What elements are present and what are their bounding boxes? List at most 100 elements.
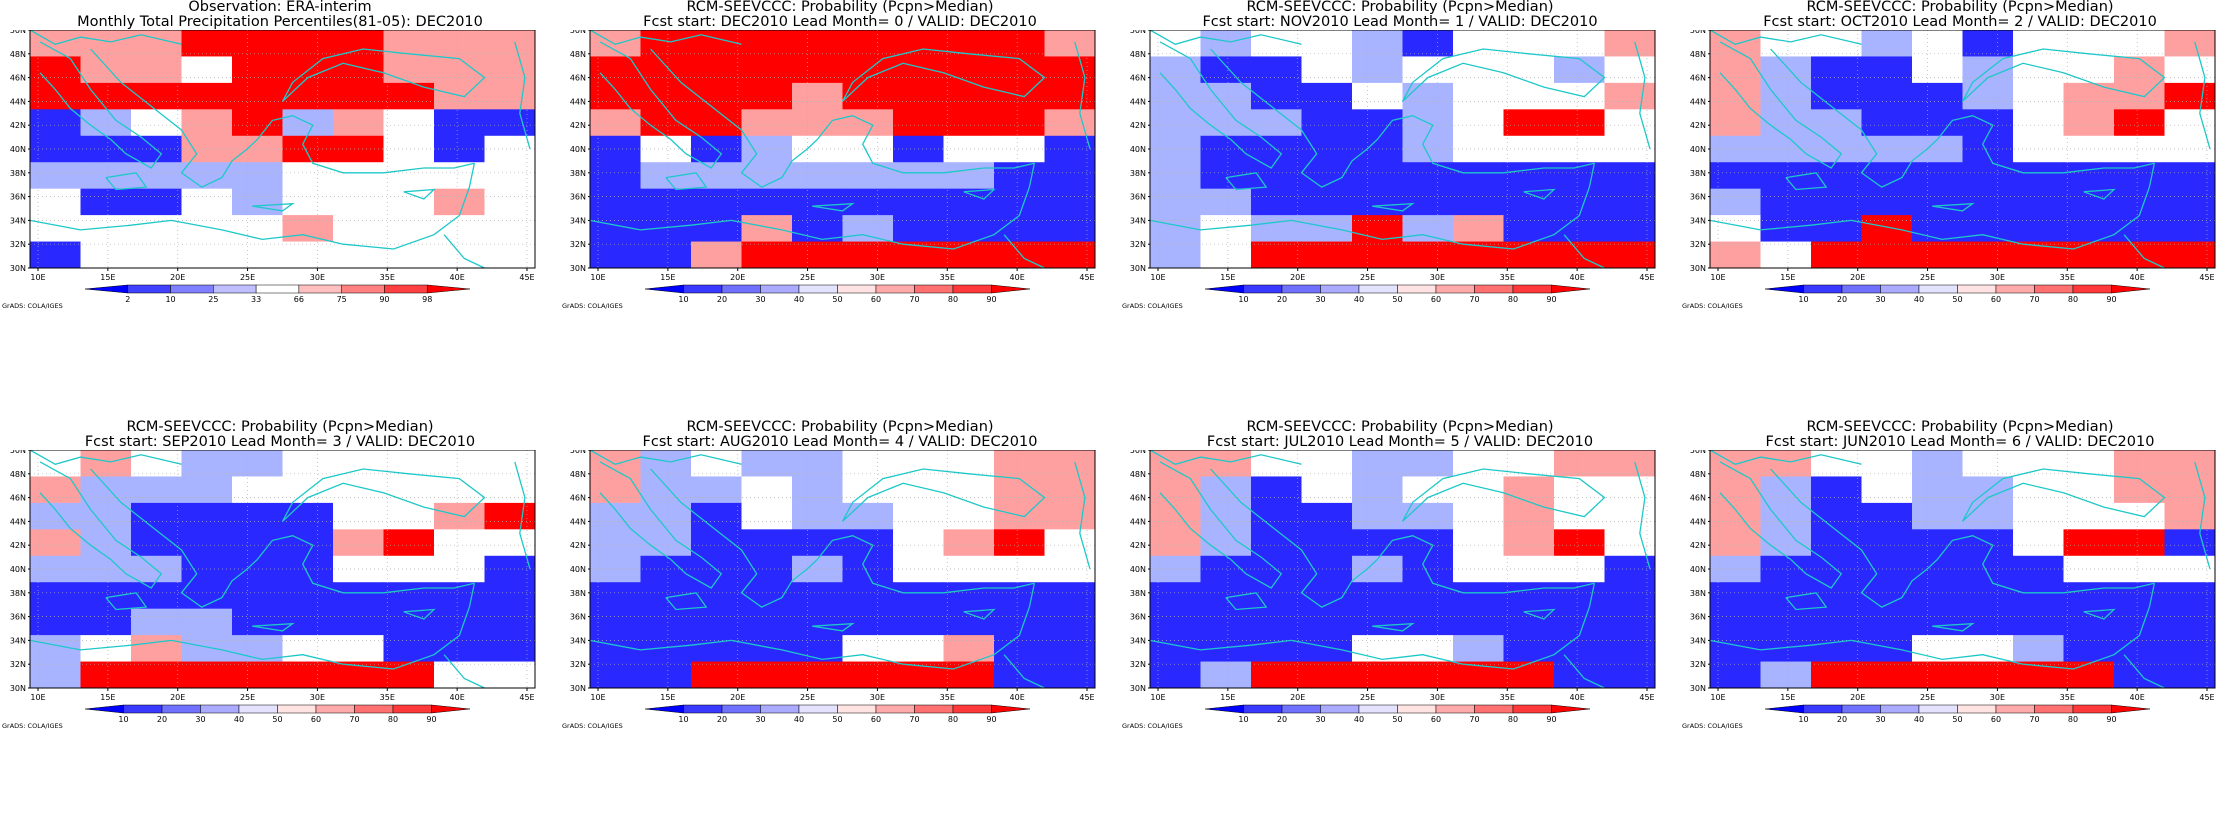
grid-cell <box>1301 450 1353 477</box>
colorbar-label: 70 <box>1469 715 1479 724</box>
panel-subtitle: Fcst start: JUN2010 Lead Month= 6 / VALI… <box>1765 434 2155 450</box>
grid-cell <box>1861 109 1913 137</box>
lat-label: 30N <box>1130 264 1146 273</box>
grid-cell <box>1710 661 1761 689</box>
panel-title: RCM-SEEVCCC: Probability (Pcpn>Median) <box>1246 0 1554 15</box>
colorbar-segment <box>914 284 954 294</box>
lon-label: 25E <box>1360 273 1375 282</box>
grid-cell <box>30 188 81 216</box>
grid-cell <box>994 135 1045 163</box>
grid-cell <box>1301 502 1353 530</box>
grid-cell <box>1962 635 2014 663</box>
grid-cell <box>1453 56 1504 84</box>
grid-cell <box>1503 529 1555 557</box>
colorbar-segment <box>1764 704 1804 714</box>
grid-cell <box>1962 661 2014 689</box>
grid-cell <box>2013 529 2064 557</box>
coastlines <box>1709 30 2211 269</box>
lon-label: 45E <box>519 693 534 702</box>
grid-cell <box>181 82 233 110</box>
coastline <box>1003 234 1045 269</box>
grid-cell <box>1352 82 1403 110</box>
colorbar-segment <box>170 284 214 294</box>
grid-cells <box>590 450 1096 689</box>
precip-map: 50N 48N 46N 44N 42N 40N 38N 36N 34N 32N 30N 10E 15E 2… <box>1682 450 2216 730</box>
colorbar-label: 20 <box>157 715 167 724</box>
coastline <box>665 172 708 191</box>
grid-cell <box>2063 241 2115 269</box>
grid-cell <box>484 529 536 557</box>
lat-label: 46N <box>1130 494 1146 503</box>
lat-label: 48N <box>10 470 26 479</box>
grid-cell <box>741 608 793 636</box>
grid-cell <box>1554 30 1605 57</box>
lat-label: 34N <box>1130 636 1146 645</box>
grid-cell <box>383 109 435 137</box>
lat-label: 42N <box>570 121 586 130</box>
colorbar-label: 30 <box>1315 715 1325 724</box>
colorbar-segment <box>431 704 471 714</box>
grid-cell <box>181 215 233 243</box>
colorbar-segment <box>952 704 992 714</box>
grid-cell <box>1861 56 1913 84</box>
grid-cell <box>1503 215 1555 243</box>
panel-title: RCM-SEEVCCC: Probability (Pcpn>Median) <box>686 419 994 435</box>
colorbar-label: 10 <box>165 295 175 304</box>
grid-cell <box>80 109 132 137</box>
grid-cell <box>1402 502 1454 530</box>
grid-cell <box>590 162 641 190</box>
lat-label: 34N <box>570 216 586 225</box>
grid-cell <box>1402 582 1454 610</box>
lat-label: 38N <box>10 169 26 178</box>
lat-label: 40N <box>1690 565 1706 574</box>
grid-cell <box>1150 109 1201 137</box>
lon-label: 20E <box>1850 273 1865 282</box>
grid-cell <box>2164 109 2216 137</box>
coastline <box>1634 461 1651 570</box>
grid-cell <box>383 529 435 557</box>
grid-cell <box>1962 162 2014 190</box>
lon-label: 10E <box>590 693 605 702</box>
grid-cell <box>1861 215 1913 243</box>
grid-cell <box>1962 450 2014 477</box>
coastline <box>2083 608 2116 620</box>
lat-label: 36N <box>570 193 586 202</box>
lon-label: 30E <box>870 693 885 702</box>
grid-cell <box>1453 476 1504 504</box>
coastline <box>589 30 742 45</box>
coastlines <box>589 450 1091 689</box>
grid-cell <box>1352 661 1403 689</box>
precip-map: 50N 48N 46N 44N 42N 40N 38N 36N 34N 32N 30N 10E 15E 2… <box>562 30 1096 310</box>
grid-cell <box>2063 529 2115 557</box>
lon-label: 25E <box>1920 273 1935 282</box>
coastline <box>29 583 476 670</box>
lat-label: 36N <box>1690 193 1706 202</box>
lon-label: 35E <box>2060 693 2075 702</box>
grid-cell <box>333 82 384 110</box>
grid-cell <box>994 476 1045 504</box>
lon-label: 45E <box>1079 693 1094 702</box>
coastline <box>1523 188 1556 200</box>
grid-cell <box>1604 109 1656 137</box>
coastline <box>514 41 531 150</box>
grid-cell <box>1760 661 1812 689</box>
colorbar-segment <box>1764 284 1804 294</box>
grid-cell <box>1962 30 2014 57</box>
lat-label: 36N <box>570 613 586 622</box>
coastline <box>1225 592 1268 611</box>
lat-label: 44N <box>10 97 26 106</box>
grid-cell <box>1251 109 1302 137</box>
colorbar-segment <box>298 284 342 294</box>
grid-cell <box>1604 162 1656 190</box>
coastline <box>1149 163 1596 250</box>
grid-cell <box>640 529 692 557</box>
grid-cell <box>943 109 995 137</box>
colorbar-segment <box>1243 284 1283 294</box>
grid-cell <box>943 529 995 557</box>
colorbar-label: 90 <box>2106 715 2116 724</box>
grid-cell <box>484 661 536 689</box>
precip-map: 50N 48N 46N 44N 42N 40N 38N 36N 34N 32N 30N 10E 15E 2… <box>2 30 536 310</box>
colorbar-label: 10 <box>1798 295 1808 304</box>
lon-label: 40E <box>1570 273 1585 282</box>
lon-label: 20E <box>730 693 745 702</box>
